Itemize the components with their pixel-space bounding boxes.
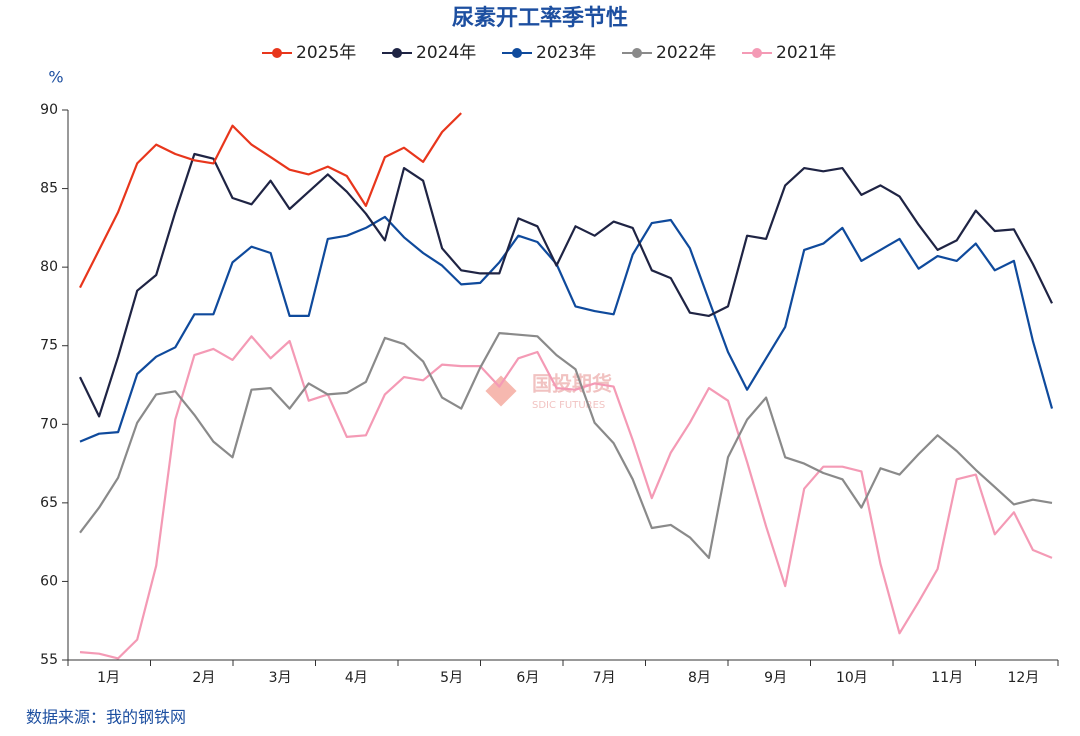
x-tick-label: 6月: [516, 670, 539, 686]
series-line: [79, 215, 1054, 443]
legend-label: 2022年: [656, 43, 716, 63]
y-tick-label: 65: [40, 495, 58, 511]
y-tick-label: 90: [40, 102, 58, 118]
source-note: 数据来源：我的钢铁网: [26, 708, 186, 727]
x-tick-label: 8月: [688, 670, 711, 686]
legend-label: 2023年: [536, 43, 596, 63]
chart-title: 尿素开工率季节性: [452, 5, 628, 31]
legend-label: 2025年: [296, 43, 356, 63]
x-tick-label: 12月: [1007, 670, 1039, 686]
legend-marker: [632, 48, 642, 58]
x-tick-label: 7月: [593, 670, 616, 686]
y-tick-label: 75: [40, 338, 58, 354]
legend-marker: [752, 48, 762, 58]
legend: 2025年 2024年 2023年 2022年 2021年: [262, 43, 836, 63]
series-line: [79, 335, 1053, 660]
watermark-logo: [485, 375, 517, 407]
y-unit: %: [48, 68, 63, 87]
x-tick-label: 1月: [97, 670, 120, 686]
x-tick-label: 5月: [440, 670, 463, 686]
x-tick-label: 3月: [269, 670, 292, 686]
x-tick-label: 4月: [345, 670, 368, 686]
y-tick-label: 60: [40, 573, 58, 589]
legend-marker: [392, 48, 402, 58]
watermark-sub: SDIC FUTURES: [532, 400, 605, 411]
y-tick-label: 85: [40, 181, 58, 197]
x-tick-label: 2月: [192, 670, 215, 686]
y-tick-label: 80: [40, 259, 58, 275]
legend-label: 2024年: [416, 43, 476, 63]
legend-marker: [272, 48, 282, 58]
x-tick-label: 10月: [836, 670, 868, 686]
series-line: [79, 332, 1053, 559]
legend-label: 2021年: [776, 43, 836, 63]
x-tick-label: 9月: [764, 670, 787, 686]
series-line: [79, 152, 1053, 418]
y-tick-label: 55: [40, 652, 58, 668]
legend-marker: [512, 48, 522, 58]
x-tick-label: 11月: [931, 670, 963, 686]
y-tick-label: 70: [40, 416, 58, 432]
series-line: [79, 112, 462, 289]
